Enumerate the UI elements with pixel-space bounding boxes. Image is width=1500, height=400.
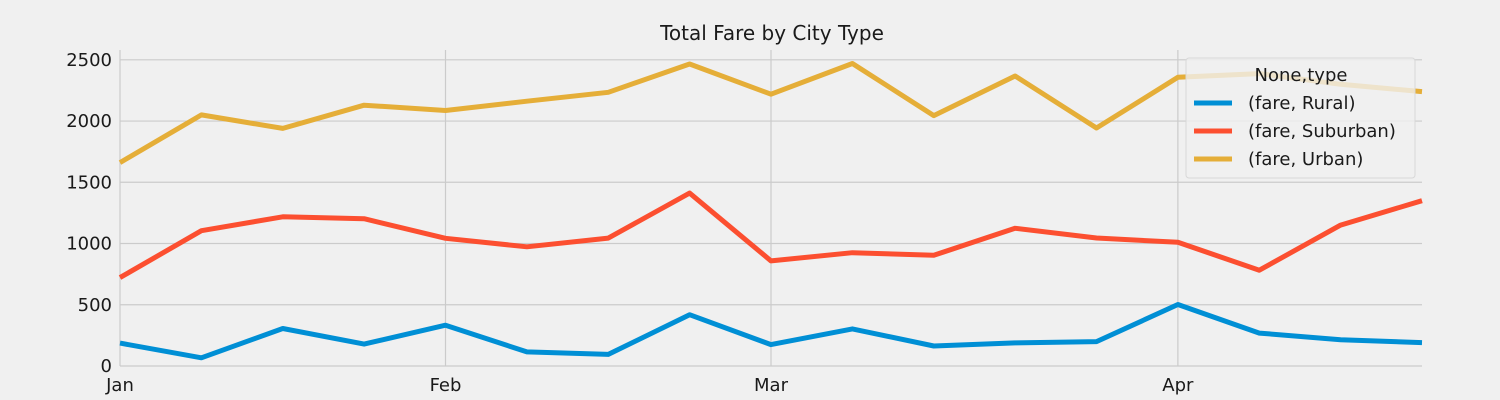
y-tick-label: 500	[78, 295, 112, 316]
legend-label: (fare, Rural)	[1248, 93, 1355, 114]
series-line	[119, 302, 1423, 361]
y-tick-label: 0	[101, 356, 112, 377]
y-tick-label: 2000	[66, 111, 112, 132]
legend-label: (fare, Suburban)	[1248, 121, 1396, 142]
legend-title: None,type	[1255, 65, 1348, 86]
grid	[119, 50, 1422, 367]
series-line	[118, 190, 1423, 280]
legend-label: (fare, Urban)	[1248, 149, 1363, 170]
y-tick-label: 1000	[66, 234, 112, 255]
axes: 0 500 1000 1500 2000 2500 Jan Feb Mar Apr	[66, 50, 1194, 396]
x-tick-label: Mar	[754, 375, 789, 396]
x-tick-label: Apr	[1162, 375, 1194, 396]
y-tick-label: 2500	[66, 50, 112, 71]
y-tick-label: 1500	[66, 172, 112, 193]
legend-box	[1185, 57, 1416, 179]
legend: None,type (fare, Rural) (fare, Suburban) (f…	[1185, 57, 1416, 179]
chart-title: Total Fare by City Type	[659, 21, 884, 45]
x-tick-label: Feb	[430, 375, 462, 396]
x-tick-label: Jan	[105, 375, 134, 396]
